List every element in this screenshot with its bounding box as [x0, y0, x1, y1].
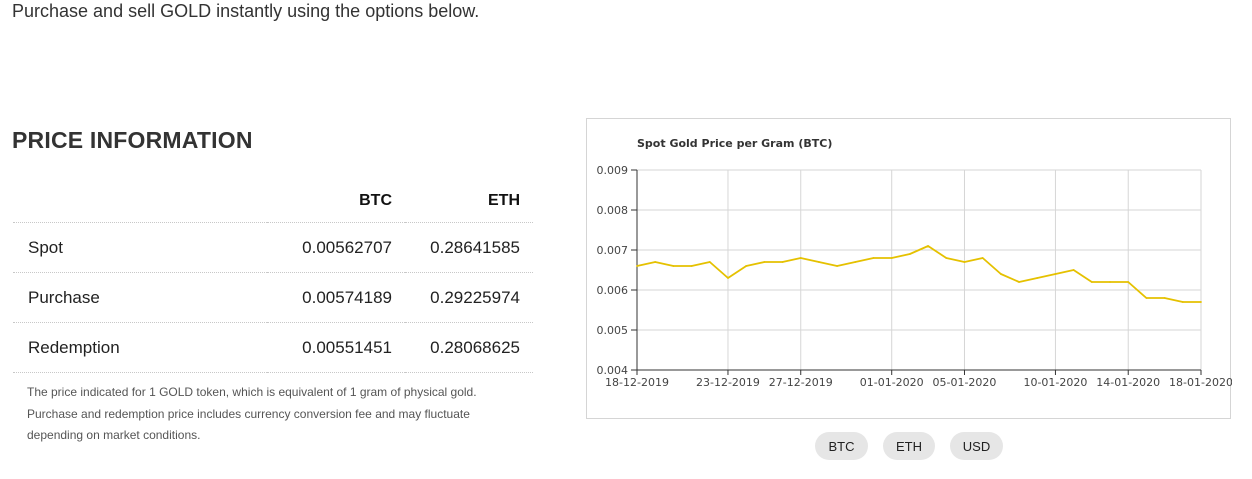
y-tick-label: 0.008	[597, 204, 629, 217]
series-point	[1145, 297, 1148, 299]
column-header-eth: ETH	[405, 180, 533, 223]
btc-value: 0.00562707	[267, 222, 405, 273]
price-table-header-blank	[13, 180, 267, 223]
btc-value: 0.00574189	[267, 272, 405, 323]
series-point	[872, 257, 875, 259]
series-point	[1181, 301, 1184, 303]
btc-value: 0.00551451	[267, 322, 405, 373]
series-point	[1072, 269, 1075, 271]
series-point	[818, 261, 820, 263]
chart-svg: Spot Gold Price per Gram (BTC) 0.0090.00…	[597, 137, 1233, 389]
price-table-header-row: BTC ETH	[13, 180, 533, 223]
series-point	[1200, 301, 1202, 303]
x-tick-label: 01-01-2020	[860, 376, 924, 389]
series-point	[1163, 297, 1166, 299]
x-tick-label: 27-12-2019	[769, 376, 833, 389]
series-point	[781, 261, 784, 263]
intro-text: Purchase and sell GOLD instantly using t…	[12, 1, 480, 21]
series-point	[763, 261, 766, 263]
y-tick-label: 0.005	[597, 324, 629, 337]
series-point	[1127, 281, 1130, 283]
x-tick-label: 18-12-2019	[605, 376, 669, 389]
table-row-purchase: Purchase 0.00574189 0.29225974	[13, 272, 533, 323]
series-point	[708, 261, 711, 263]
series-point	[890, 257, 893, 259]
series-point	[981, 257, 984, 259]
price-table: BTC ETH Spot 0.00562707 0.28641585 Purch…	[13, 180, 533, 373]
eth-value: 0.29225974	[405, 272, 533, 323]
currency-usd-button[interactable]: USD	[950, 432, 1003, 460]
series-point	[1109, 281, 1111, 283]
eth-value: 0.28641585	[405, 222, 533, 273]
chart-title: Spot Gold Price per Gram (BTC)	[637, 137, 832, 150]
series-point	[1054, 273, 1057, 275]
series-point	[854, 261, 857, 263]
currency-eth-button[interactable]: ETH	[883, 432, 935, 460]
price-information-heading: PRICE INFORMATION	[12, 127, 253, 153]
x-tick-label: 23-12-2019	[696, 376, 760, 389]
currency-toggle: BTC ETH USD	[815, 432, 1003, 460]
column-header-btc: BTC	[267, 180, 405, 223]
y-tick-label: 0.009	[597, 164, 629, 177]
series-point	[963, 261, 966, 263]
series-point	[945, 257, 948, 259]
currency-btc-button[interactable]: BTC	[815, 432, 868, 460]
spot-price-chart: Spot Gold Price per Gram (BTC) 0.009 0.00…	[586, 118, 1233, 419]
chart-grid	[636, 169, 1202, 371]
series-point	[690, 265, 693, 267]
x-tick-label: 05-01-2020	[933, 376, 997, 389]
table-row-redemption: Redemption 0.00551451 0.28068625	[13, 322, 533, 373]
row-label: Spot	[13, 222, 267, 273]
eth-value: 0.28068625	[405, 322, 533, 373]
price-disclaimer-note: The price indicated for 1 GOLD token, wh…	[27, 385, 477, 442]
series-point	[1090, 281, 1093, 283]
series-point	[672, 265, 675, 267]
row-label: Redemption	[13, 322, 267, 373]
y-tick-label: 0.007	[597, 244, 629, 257]
series-point	[1018, 281, 1020, 283]
x-tick-label: 18-01-2020	[1169, 376, 1232, 389]
table-row-spot: Spot 0.00562707 0.28641585	[13, 222, 533, 273]
series-point	[927, 245, 929, 247]
series-point	[836, 265, 839, 267]
y-tick-label: 0.004	[597, 364, 629, 377]
y-tick-label: 0.006	[597, 284, 629, 297]
series-point	[745, 265, 748, 267]
series-point	[999, 273, 1002, 275]
series-point	[654, 261, 657, 263]
x-tick-label: 10-01-2020	[1023, 376, 1087, 389]
series-point	[727, 277, 729, 279]
chart-series	[636, 245, 1202, 303]
series-point	[636, 265, 638, 267]
series-line	[636, 245, 1201, 303]
series-point	[799, 257, 802, 259]
series-point	[909, 253, 911, 255]
series-point	[1036, 277, 1039, 279]
row-label: Purchase	[13, 272, 267, 323]
x-tick-label: 14-01-2020	[1096, 376, 1160, 389]
chart-axes: 0.009 0.008 0.007 0.006 0.005 0.00418-12-2019…	[597, 164, 1233, 389]
